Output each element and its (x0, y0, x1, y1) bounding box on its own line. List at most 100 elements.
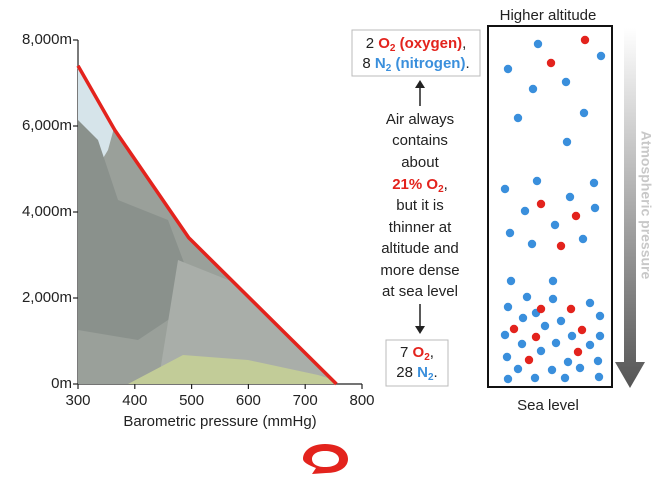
o2-name: (oxygen) (395, 35, 462, 52)
top-box (351, 29, 481, 77)
y-tick-label: 2,000m (22, 289, 72, 306)
o2: O (413, 344, 425, 361)
nitrogen-dot (556, 316, 566, 326)
count: 8 (362, 55, 375, 72)
nitrogen-dot (593, 356, 603, 366)
nitrogen-dot (579, 108, 589, 118)
oxygen-dot (571, 211, 581, 221)
punct: . (465, 55, 469, 72)
nitrogen-dot (548, 294, 558, 304)
series-line (76, 64, 338, 386)
nitrogen-dot (547, 365, 557, 375)
nitrogen-dot (595, 331, 605, 341)
plot: 0m 2,000m 4,000m 6,000m 8,000m 300 400 500 600 70… (22, 31, 375, 430)
nitrogen-dot (503, 302, 513, 312)
nitrogen-dot (522, 292, 532, 302)
punct: , (430, 344, 434, 361)
middle-text: altitude and (381, 240, 459, 257)
x-tick-label: 500 (179, 392, 204, 409)
nitrogen-dot (518, 313, 528, 323)
oxygen-dot (580, 35, 590, 45)
oxygen-dot (546, 58, 556, 68)
middle-text: more dense (380, 262, 459, 279)
middle-highlight: 21% O2, (392, 176, 448, 195)
nitrogen-dot (550, 220, 560, 230)
y-tick-label: 0m (51, 375, 72, 392)
highlight: 21% O (392, 176, 438, 193)
arrow-head (415, 80, 425, 88)
nitrogen-dot (594, 372, 604, 382)
nitrogen-dot (567, 331, 577, 341)
nitrogen-dot (532, 176, 542, 186)
punct: , (462, 35, 466, 52)
subscript: 2 (424, 352, 430, 363)
subscript: 2 (438, 184, 444, 195)
nitrogen-dot (589, 178, 599, 188)
nitrogen-dot (530, 373, 540, 383)
nitrogen-dot (578, 234, 588, 244)
nitrogen-dot (561, 77, 571, 87)
x-tick-label: 400 (122, 392, 147, 409)
mountain-shading (78, 65, 337, 384)
y-tick-label: 4,000m (22, 203, 72, 220)
oxygen-dot (536, 199, 546, 209)
nitrogen-dot (536, 346, 546, 356)
nitrogen-dot (575, 363, 585, 373)
nitrogen-dot (528, 84, 538, 94)
bottom-box (385, 339, 449, 387)
nitrogen-dot (551, 338, 561, 348)
rock-dark (78, 120, 198, 340)
middle-text: Air always (386, 111, 454, 128)
nitrogen-dot (533, 39, 543, 49)
nitrogen-dot (585, 298, 595, 308)
top-box-line2: 8 N2 (nitrogen). (362, 55, 469, 74)
y-tick-label: 8,000m (22, 31, 72, 48)
column-top-label: Higher altitude (500, 7, 597, 24)
nitrogen-dot (562, 137, 572, 147)
nitrogen-dot (560, 373, 570, 383)
oxygen-dot (566, 304, 576, 314)
subscript: 2 (390, 43, 396, 54)
nitrogen-dot (585, 340, 595, 350)
nitrogen-dot (595, 311, 605, 321)
middle-text: about (401, 154, 439, 171)
count: 28 (396, 364, 417, 381)
x-tick-label: 800 (349, 392, 374, 409)
nitrogen-dot (502, 352, 512, 362)
n2: N (375, 55, 386, 72)
middle-text: thinner at (389, 219, 452, 236)
count: 7 (400, 344, 413, 361)
middle-text: but it is (396, 197, 444, 214)
oxygen-dot (531, 332, 541, 342)
nitrogen-dot (513, 364, 523, 374)
nitrogen-dot (590, 203, 600, 213)
o2: O (378, 35, 390, 52)
oxygen-dot (509, 324, 519, 334)
subscript: 2 (428, 372, 434, 383)
molecules (500, 35, 606, 384)
bottom-box-line2: 28 N2. (396, 364, 437, 383)
y-tick-label: 6,000m (22, 117, 72, 134)
n2: N (417, 364, 428, 381)
nitrogen-dot (503, 64, 513, 74)
nitrogen-dot (565, 192, 575, 202)
count: 2 (366, 35, 379, 52)
punct: , (444, 176, 448, 193)
nitrogen-dot (503, 374, 513, 384)
bottom-box-line1: 7 O2, (400, 344, 434, 363)
punct: . (434, 364, 438, 381)
nitrogen-dot (513, 113, 523, 123)
arrow-head (415, 326, 425, 334)
x-axis-label: Barometric pressure (mmHg) (123, 413, 316, 430)
nitrogen-dot (505, 228, 515, 238)
oxygen-dot (556, 241, 566, 251)
n2-name: (nitrogen) (391, 55, 465, 72)
nitrogen-dot (506, 276, 516, 286)
pressure-label: Atmospheric pressure (638, 131, 653, 280)
nitrogen-dot (500, 330, 510, 340)
nitrogen-dot (540, 321, 550, 331)
oxygen-dot (536, 304, 546, 314)
oxygen-dot (573, 347, 583, 357)
nitrogen-dot (517, 339, 527, 349)
